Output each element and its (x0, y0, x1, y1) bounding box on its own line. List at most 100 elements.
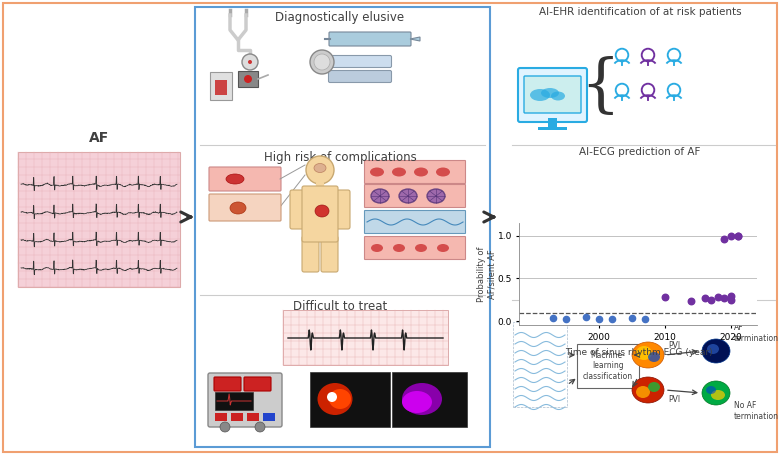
Ellipse shape (636, 346, 652, 360)
Circle shape (327, 392, 337, 402)
Ellipse shape (636, 386, 650, 398)
FancyBboxPatch shape (209, 167, 281, 191)
Ellipse shape (230, 202, 246, 214)
FancyBboxPatch shape (577, 344, 639, 388)
Y-axis label: Probability of
AF/silent AF: Probability of AF/silent AF (477, 247, 496, 302)
FancyBboxPatch shape (364, 161, 466, 183)
Circle shape (244, 75, 252, 83)
Point (606, 316, 619, 323)
Bar (263, 413, 275, 421)
FancyBboxPatch shape (302, 186, 338, 242)
FancyBboxPatch shape (290, 190, 306, 229)
Ellipse shape (530, 89, 550, 101)
Ellipse shape (648, 382, 660, 392)
Bar (195, 7, 490, 447)
Point (658, 293, 671, 301)
Text: High risk of complications: High risk of complications (264, 151, 417, 163)
Ellipse shape (399, 189, 417, 203)
Ellipse shape (414, 167, 428, 177)
Point (698, 294, 711, 302)
Point (685, 298, 697, 305)
Ellipse shape (315, 205, 329, 217)
Text: AI-EHR identification of at risk patients: AI-EHR identification of at risk patient… (539, 7, 741, 17)
Bar (392, 372, 467, 427)
Point (718, 236, 731, 243)
Ellipse shape (329, 389, 351, 409)
Ellipse shape (314, 163, 326, 172)
Bar (538, 127, 567, 130)
Text: {: { (580, 56, 620, 117)
Point (732, 232, 744, 239)
Bar (210, 72, 232, 100)
Text: No AF
termination: No AF termination (734, 401, 779, 421)
Bar (215, 392, 253, 410)
FancyBboxPatch shape (524, 76, 581, 113)
Ellipse shape (541, 88, 559, 98)
FancyBboxPatch shape (329, 32, 411, 46)
Bar (310, 372, 390, 427)
FancyBboxPatch shape (209, 194, 281, 221)
FancyBboxPatch shape (328, 56, 392, 67)
Bar (215, 413, 227, 421)
Circle shape (306, 156, 334, 184)
FancyBboxPatch shape (364, 184, 466, 207)
Ellipse shape (437, 244, 449, 252)
FancyBboxPatch shape (364, 211, 466, 233)
Point (580, 313, 592, 320)
Text: AF
termination: AF termination (734, 324, 779, 343)
Ellipse shape (371, 189, 389, 203)
Bar (238, 71, 258, 87)
Ellipse shape (707, 344, 719, 354)
Ellipse shape (415, 244, 427, 252)
Point (711, 293, 724, 301)
Circle shape (248, 60, 252, 64)
Circle shape (310, 50, 334, 74)
Bar (283, 310, 448, 365)
Bar (247, 413, 259, 421)
Ellipse shape (427, 189, 445, 203)
Point (725, 232, 737, 239)
FancyBboxPatch shape (334, 190, 350, 229)
FancyBboxPatch shape (321, 236, 338, 272)
Point (559, 316, 572, 323)
FancyBboxPatch shape (214, 377, 241, 391)
Point (718, 294, 731, 302)
Ellipse shape (702, 381, 730, 405)
Point (705, 296, 718, 303)
Ellipse shape (226, 174, 244, 184)
Circle shape (255, 422, 265, 432)
Circle shape (242, 54, 258, 70)
Ellipse shape (402, 383, 442, 415)
Text: Machine-
learning
classification: Machine- learning classification (583, 351, 633, 381)
Ellipse shape (317, 383, 353, 415)
Text: AI-ECG prediction of AF: AI-ECG prediction of AF (580, 147, 700, 157)
Ellipse shape (648, 352, 660, 362)
FancyBboxPatch shape (364, 237, 466, 259)
Text: Diagnostically elusive: Diagnostically elusive (275, 11, 405, 25)
Point (639, 316, 651, 323)
Ellipse shape (370, 167, 384, 177)
Bar (215, 80, 227, 95)
Ellipse shape (632, 342, 664, 368)
Point (546, 314, 558, 321)
Polygon shape (410, 37, 420, 41)
Ellipse shape (436, 167, 450, 177)
Ellipse shape (371, 244, 383, 252)
FancyBboxPatch shape (518, 68, 587, 122)
Point (725, 293, 737, 300)
Bar (18, 152, 180, 287)
Bar (548, 118, 557, 128)
Ellipse shape (632, 377, 664, 403)
FancyBboxPatch shape (244, 377, 271, 391)
Point (725, 296, 737, 303)
Ellipse shape (402, 391, 432, 413)
FancyBboxPatch shape (302, 236, 319, 272)
Ellipse shape (711, 390, 725, 400)
Bar (513, 322, 567, 407)
FancyBboxPatch shape (208, 373, 282, 427)
X-axis label: Time of sinus rhythm ECG (year): Time of sinus rhythm ECG (year) (565, 348, 712, 357)
Text: PVI: PVI (668, 340, 680, 349)
FancyBboxPatch shape (328, 71, 392, 82)
Ellipse shape (706, 386, 716, 394)
Point (626, 314, 638, 321)
